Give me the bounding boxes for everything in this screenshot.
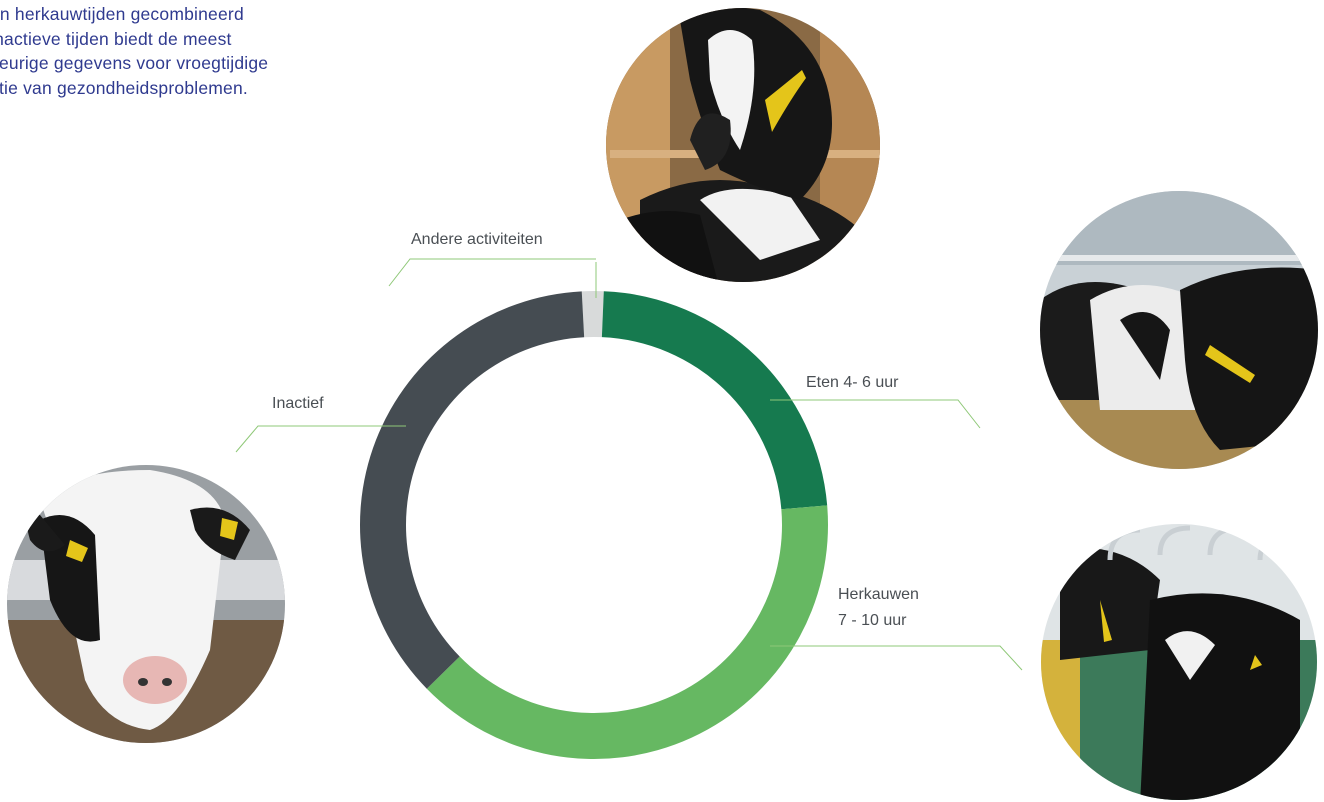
cow-portrait-photo xyxy=(7,465,285,743)
donut-slice-eten-4-6-uur xyxy=(601,291,828,510)
cow-with-collar-photo xyxy=(606,8,880,282)
leader-line xyxy=(235,425,406,453)
slice-label: Andere activiteiten xyxy=(411,231,543,248)
slice-label: Eten 4- 6 uur xyxy=(806,374,899,391)
slice-label: Inactief xyxy=(272,395,324,412)
leader-line xyxy=(770,645,1023,671)
slice-label: Herkauwen 7 - 10 uur xyxy=(838,586,919,629)
intro-text: en herkauwtijden gecombineerd inactieve … xyxy=(0,4,269,98)
donut-slice-inactief xyxy=(359,291,585,689)
leader-line xyxy=(388,258,596,287)
leader-line xyxy=(770,399,981,429)
cows-feeding-photo xyxy=(1040,191,1318,469)
cows-in-stall-photo xyxy=(1041,524,1317,800)
donut-slice-herkauwen-7-10-uur xyxy=(426,505,829,760)
donut-slice-andere-activiteiten xyxy=(581,291,604,338)
